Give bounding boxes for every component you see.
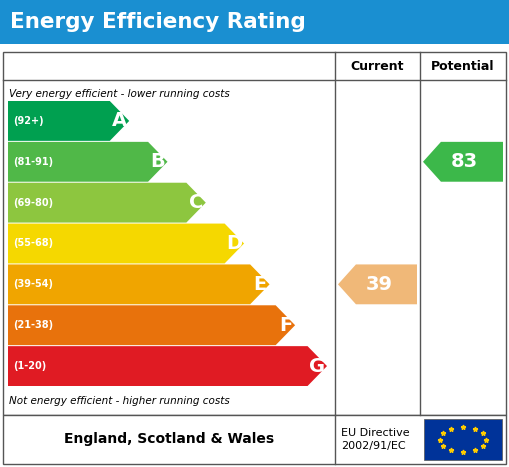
Text: Potential: Potential bbox=[431, 59, 495, 72]
Text: (55-68): (55-68) bbox=[13, 239, 53, 248]
Polygon shape bbox=[8, 305, 295, 345]
Text: (1-20): (1-20) bbox=[13, 361, 46, 371]
Text: 39: 39 bbox=[366, 275, 393, 294]
Text: Energy Efficiency Rating: Energy Efficiency Rating bbox=[10, 12, 306, 32]
Text: (21-38): (21-38) bbox=[13, 320, 53, 330]
Bar bbox=[3, 52, 506, 415]
Polygon shape bbox=[338, 264, 417, 304]
Text: F: F bbox=[279, 316, 292, 335]
Text: E: E bbox=[253, 275, 267, 294]
Text: (81-91): (81-91) bbox=[13, 157, 53, 167]
Bar bbox=[0, 0, 509, 44]
Text: B: B bbox=[151, 152, 165, 171]
Text: Very energy efficient - lower running costs: Very energy efficient - lower running co… bbox=[9, 89, 230, 99]
Text: EU Directive: EU Directive bbox=[341, 427, 410, 438]
Text: Not energy efficient - higher running costs: Not energy efficient - higher running co… bbox=[9, 396, 230, 406]
Polygon shape bbox=[8, 142, 167, 182]
Bar bbox=[424, 419, 502, 460]
Text: (39-54): (39-54) bbox=[13, 279, 53, 290]
Polygon shape bbox=[8, 264, 270, 304]
Text: England, Scotland & Wales: England, Scotland & Wales bbox=[64, 432, 274, 446]
Polygon shape bbox=[8, 224, 244, 263]
Text: G: G bbox=[309, 357, 325, 375]
Polygon shape bbox=[8, 346, 327, 386]
Text: (69-80): (69-80) bbox=[13, 198, 53, 208]
Polygon shape bbox=[8, 101, 129, 141]
Polygon shape bbox=[423, 142, 503, 182]
Text: D: D bbox=[227, 234, 242, 253]
Text: 83: 83 bbox=[451, 152, 478, 171]
Text: Current: Current bbox=[351, 59, 404, 72]
Text: C: C bbox=[189, 193, 203, 212]
Text: (92+): (92+) bbox=[13, 116, 44, 126]
Text: 2002/91/EC: 2002/91/EC bbox=[341, 441, 406, 452]
Polygon shape bbox=[8, 183, 206, 223]
Bar bbox=[3, 415, 506, 464]
Text: A: A bbox=[112, 112, 127, 130]
